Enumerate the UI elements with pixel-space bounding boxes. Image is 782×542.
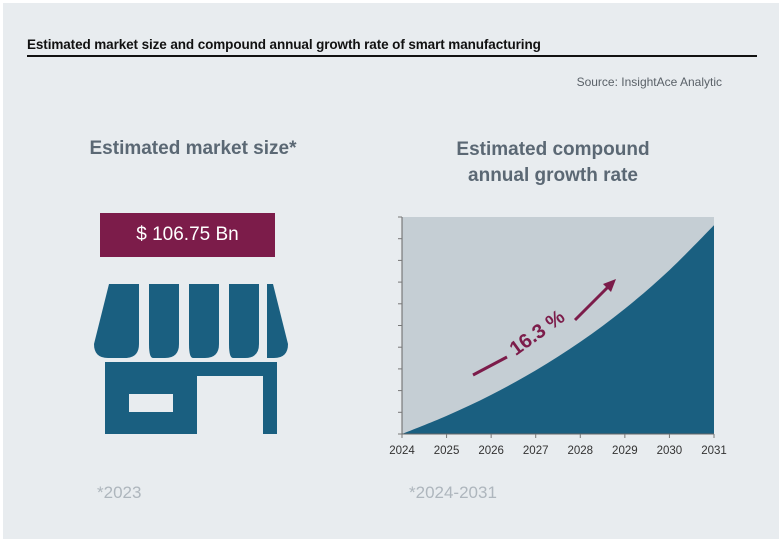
cagr-arrow-shaft xyxy=(573,282,613,322)
market-size-heading: Estimated market size* xyxy=(89,138,297,159)
page-title: Estimated market size and compound annua… xyxy=(27,37,541,52)
x-tick-label-2024: 2024 xyxy=(389,445,415,457)
cagr-arrow-tail xyxy=(472,355,508,377)
market-size-value-badge: $ 106.75 Bn xyxy=(100,213,275,257)
source-note: Source: InsightAce Analytic xyxy=(576,75,722,89)
title-divider xyxy=(27,55,757,57)
x-tick-label-2027: 2027 xyxy=(523,445,549,457)
storefront-building xyxy=(105,362,277,434)
x-tick-label-2026: 2026 xyxy=(478,445,504,457)
x-tick-label-2025: 2025 xyxy=(434,445,460,457)
x-tick-label-2031: 2031 xyxy=(701,445,727,457)
growth-heading-line2: annual growth rate xyxy=(468,165,638,186)
x-axis-ticks: 2024 2025 2026 2027 2028 2029 2030 2031 xyxy=(389,434,727,457)
y-axis-ticks xyxy=(398,216,402,435)
infographic-card: Estimated market size and compound annua… xyxy=(3,3,779,539)
growth-footnote: *2024-2031 xyxy=(409,483,497,502)
growth-area-chart: 2024 2025 2026 2027 2028 2029 2030 2031 16.3 % xyxy=(389,216,727,457)
x-tick-label-2029: 2029 xyxy=(612,445,638,457)
storefront-awning xyxy=(94,284,288,358)
growth-heading-line1: Estimated compound xyxy=(456,139,650,160)
storefront-icon xyxy=(94,284,288,434)
growth-heading: Estimated compound annual growth rate xyxy=(393,137,713,189)
growth-area xyxy=(402,225,714,434)
market-size-footnote: *2023 xyxy=(97,483,142,502)
x-tick-label-2028: 2028 xyxy=(567,445,593,457)
cagr-arrow-head xyxy=(603,279,616,292)
x-tick-label-2030: 2030 xyxy=(657,445,683,457)
